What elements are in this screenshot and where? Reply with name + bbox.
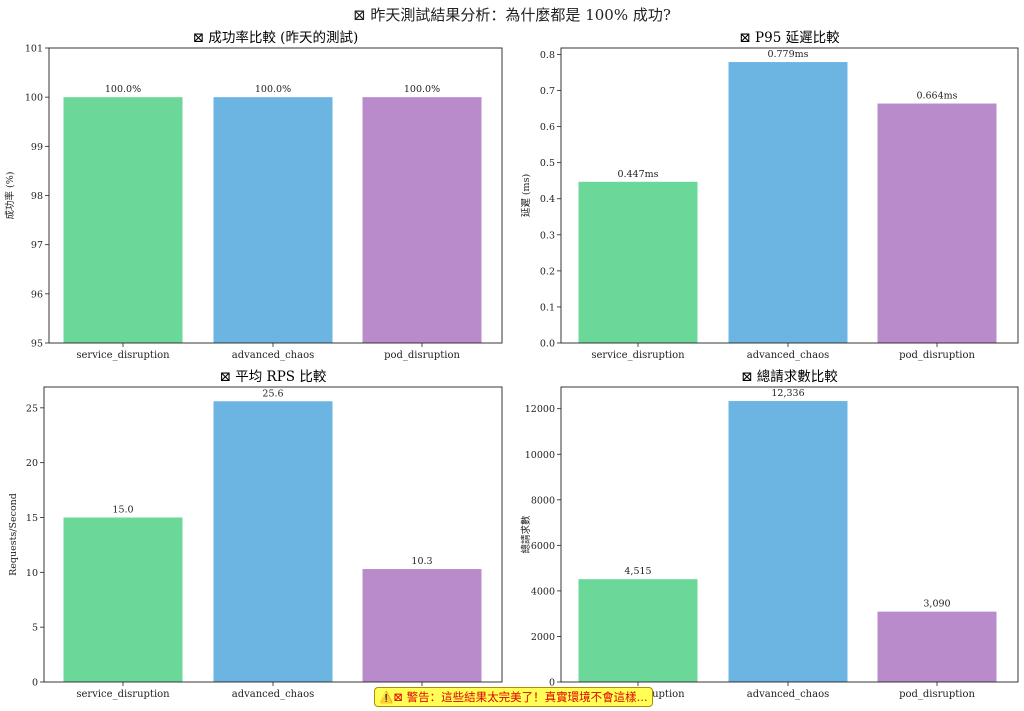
bar-advanced-chaos [213,97,333,344]
bar-pod-disruption [362,97,482,344]
bar-service-disruption [63,97,183,344]
x-tick-label: service_disruption [76,350,170,361]
y-tick-label: 101 [25,44,43,55]
bar-value-label: 100.0% [255,84,291,95]
y-tick-label: 95 [31,339,43,350]
warning-banner: ⚠️⊠ 警告：這些結果太完美了！真實環境不會這樣... [374,687,653,707]
bar-value-label: 100.0% [105,84,141,95]
bar-value-label: 100.0% [404,84,440,95]
y-tick-label: 96 [31,289,43,300]
y-tick-label: 100 [25,93,43,104]
y-axis-label: 成功率 (%) [4,172,16,220]
plot-frame [48,47,503,344]
panel-title: ⊠ 成功率比較 (昨天的測試) [193,29,358,46]
figure-title: ⊠ 昨天測試結果分析：為什麼都是 100% 成功? [353,6,671,24]
y-tick-label: 99 [31,142,43,153]
x-tick-label: pod_disruption [384,350,460,361]
y-tick-label: 98 [31,191,43,202]
x-tick-label: advanced_chaos [232,350,315,361]
y-tick-label: 97 [31,240,43,251]
